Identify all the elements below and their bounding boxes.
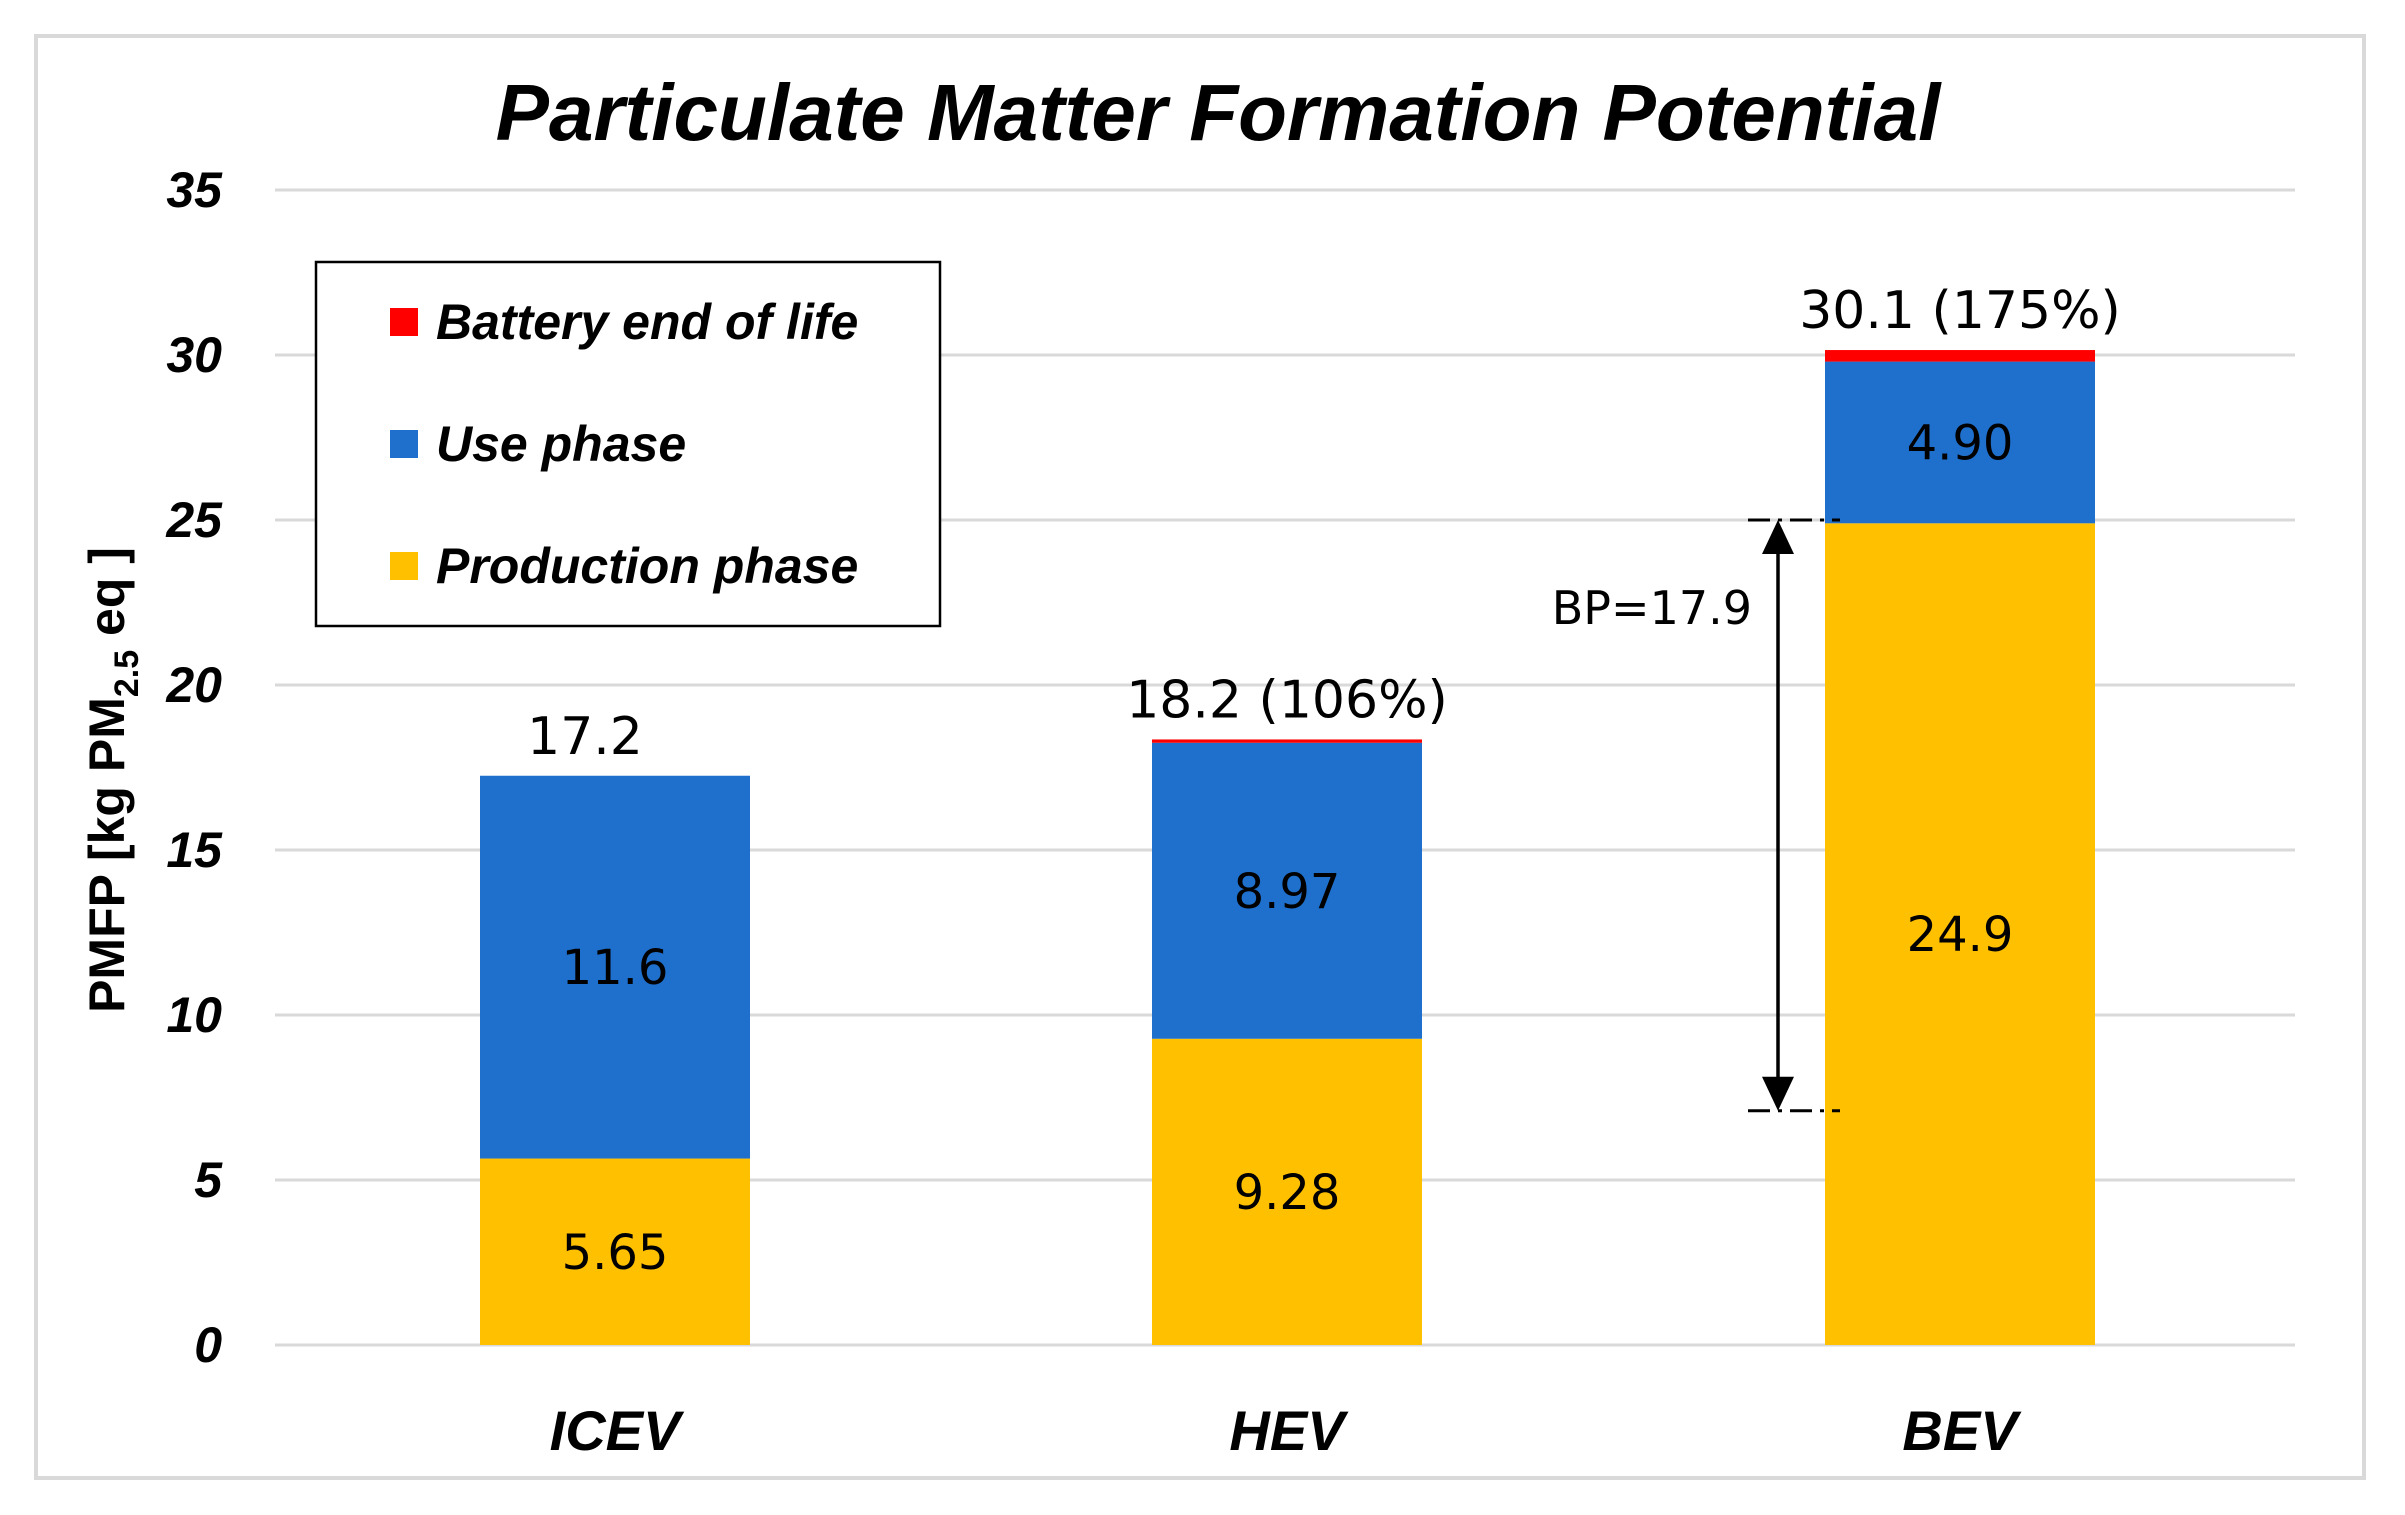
bp-annotation-label: BP=17.9 bbox=[1552, 581, 1752, 635]
segment-value-label: 4.90 bbox=[1907, 415, 2014, 471]
total-value-label: 30.1 (175%) bbox=[1799, 281, 2121, 341]
legend-label-production-phase: Production phase bbox=[436, 538, 858, 594]
y-tick-label: 10 bbox=[166, 987, 222, 1043]
total-value-label: 17.2 bbox=[527, 707, 643, 767]
y-tick-label: 5 bbox=[194, 1152, 223, 1208]
segment-value-label: 5.65 bbox=[562, 1225, 669, 1281]
segment-value-label: 8.97 bbox=[1234, 864, 1341, 920]
segment-value-label: 11.6 bbox=[562, 940, 669, 996]
chart-title: Particulate Matter Formation Potential bbox=[496, 68, 1942, 157]
legend-box bbox=[314, 260, 942, 628]
total-value-label: 18.2 (106%) bbox=[1126, 670, 1448, 730]
segment-value-label: 24.9 bbox=[1907, 907, 2014, 963]
bp-arrow-head-up bbox=[1762, 520, 1794, 554]
bar-segment-use-phase-hev bbox=[1152, 742, 1422, 1039]
legend: Battery end of life Use phase Production p… bbox=[314, 260, 942, 628]
bar-segment-production-phase-hev bbox=[1152, 1038, 1422, 1345]
bp-annotation: BP=17.9 bbox=[1552, 518, 1840, 1113]
legend-swatch-production-phase bbox=[390, 552, 418, 580]
legend-label-use-phase: Use phase bbox=[436, 416, 686, 472]
y-tick-label: 25 bbox=[165, 492, 223, 548]
y-axis-label: PMFP [kg PM2.5 eq ] bbox=[79, 547, 146, 1013]
bar-segment-battery-end-of-life-bev bbox=[1825, 350, 2095, 362]
x-tick-label-bev: BEV bbox=[1902, 1399, 2022, 1462]
y-tick-label: 15 bbox=[166, 822, 223, 878]
x-tick-label-icev: ICEV bbox=[550, 1399, 685, 1462]
y-tick-label: 0 bbox=[194, 1317, 222, 1373]
bar-segment-use-phase-icev bbox=[480, 775, 750, 1159]
bp-arrow-head-down bbox=[1762, 1076, 1794, 1111]
bar-segment-battery-end-of-life-hev bbox=[1152, 739, 1422, 743]
y-axis-ticks: 0 5 10 15 20 25 30 35 bbox=[165, 162, 223, 1373]
legend-label-battery-end-of-life: Battery end of life bbox=[436, 294, 858, 350]
bar-segment-use-phase-bev bbox=[1825, 361, 2095, 524]
x-tick-label-hev: HEV bbox=[1229, 1399, 1349, 1462]
bars bbox=[480, 350, 2095, 1345]
y-tick-label: 20 bbox=[165, 657, 222, 713]
y-tick-label: 35 bbox=[166, 162, 223, 218]
data-labels: 5.65 11.6 17.2 9.28 8.97 18.2 (106%) 24.9 4.90 3… bbox=[527, 281, 2121, 1281]
segment-value-label: 9.28 bbox=[1234, 1165, 1341, 1221]
x-axis-ticks: ICEV HEV BEV bbox=[550, 1399, 2023, 1462]
bar-segment-production-phase-icev bbox=[480, 1158, 750, 1345]
y-tick-label: 30 bbox=[166, 327, 222, 383]
bar-segment-production-phase-bev bbox=[1825, 523, 2095, 1345]
legend-swatch-battery-end-of-life bbox=[390, 308, 418, 336]
legend-swatch-use-phase bbox=[390, 430, 418, 458]
